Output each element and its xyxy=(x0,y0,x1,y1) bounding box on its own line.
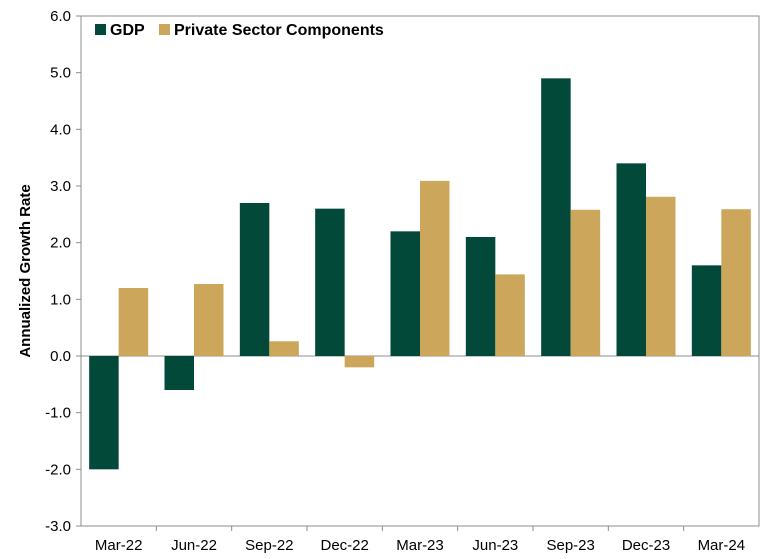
y-tick-label: -3.0 xyxy=(45,518,71,535)
x-tick-label: Dec-23 xyxy=(622,537,670,554)
bar-private-sector-jun-22 xyxy=(194,284,224,356)
bar-private-sector-dec-23 xyxy=(646,196,676,356)
x-tick-label: Mar-23 xyxy=(396,537,444,554)
bar-gdp-mar-24 xyxy=(691,265,722,356)
x-axis: Mar-22 Jun-22 Sep-22 Dec-22 Mar-23 Jun-23 Sep-… xyxy=(95,526,745,554)
bar-gdp-sep-22 xyxy=(239,203,270,356)
bar-private-sector-mar-23 xyxy=(420,180,450,356)
x-tick-label: Sep-22 xyxy=(245,537,293,554)
x-tick-label: Jun-23 xyxy=(472,537,518,554)
y-tick-label: 6.0 xyxy=(50,8,71,25)
y-tick-label: 4.0 xyxy=(50,121,71,138)
bar-gdp-sep-23 xyxy=(541,78,571,356)
bars-group xyxy=(89,78,751,470)
bar-private-sector-dec-22 xyxy=(344,356,375,368)
legend: GDP Private Sector Components xyxy=(95,22,384,39)
x-tick-label: Mar-22 xyxy=(95,537,143,554)
bar-gdp-mar-22 xyxy=(89,356,119,470)
y-tick-label: -1.0 xyxy=(45,405,71,422)
x-tick-label: Mar-24 xyxy=(698,537,746,554)
bar-private-sector-sep-23 xyxy=(570,209,601,356)
y-tick-label: -2.0 xyxy=(45,461,71,478)
bar-gdp-jun-23 xyxy=(465,237,496,356)
y-tick-label: 5.0 xyxy=(50,65,71,82)
y-tick-label: 3.0 xyxy=(50,178,71,195)
bar-private-sector-mar-24 xyxy=(721,209,751,356)
y-tick-label: 2.0 xyxy=(50,235,71,252)
bar-private-sector-jun-23 xyxy=(495,274,525,356)
bar-gdp-mar-23 xyxy=(390,231,420,356)
legend-label-private-sector: Private Sector Components xyxy=(174,22,384,39)
y-axis: -3.0 -2.0 -1.0 0.0 1.0 2.0 3.0 4.0 5.0 6.0 xyxy=(45,8,81,535)
bar-private-sector-mar-22 xyxy=(118,288,149,356)
bar-gdp-dec-23 xyxy=(616,163,646,356)
legend-swatch-private-sector xyxy=(159,24,170,35)
y-tick-label: 1.0 xyxy=(50,291,71,308)
x-tick-label: Jun-22 xyxy=(171,537,217,554)
x-tick-label: Sep-23 xyxy=(546,537,594,554)
legend-swatch-gdp xyxy=(95,24,106,35)
bar-gdp-dec-22 xyxy=(315,208,345,356)
y-axis-title: Annualized Growth Rate xyxy=(17,184,34,357)
legend-label-gdp: GDP xyxy=(110,22,145,39)
y-tick-label: 0.0 xyxy=(50,348,71,365)
x-tick-label: Dec-22 xyxy=(320,537,368,554)
bar-gdp-jun-22 xyxy=(164,356,194,390)
bar-private-sector-sep-22 xyxy=(269,341,299,356)
